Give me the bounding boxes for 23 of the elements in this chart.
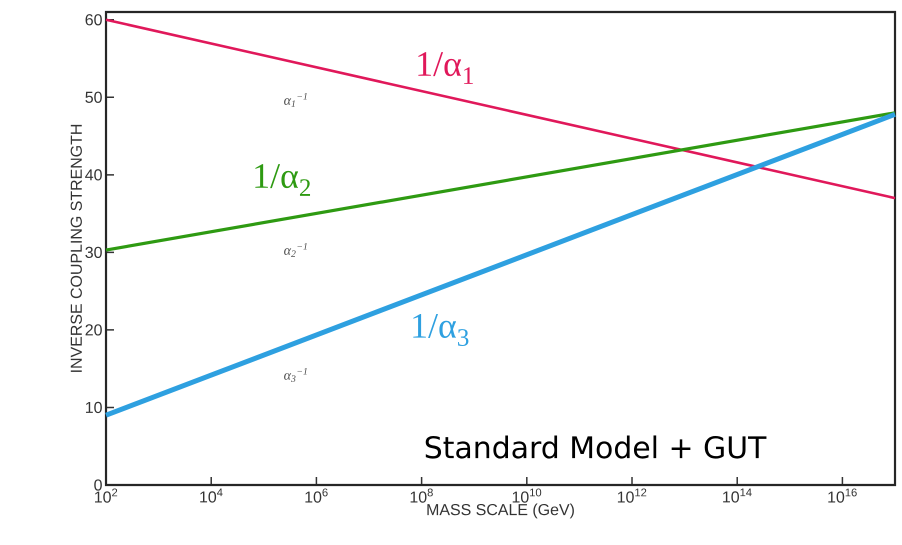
y-tick-label: 40 [85,169,102,180]
y-tick-label: 10 [86,402,102,414]
annotation: α$_{2}$−1 [284,243,307,257]
x-tick-label: 10$^{4}$ [200,488,223,503]
x-tick-label: 10$^{8}$ [410,488,433,503]
x-tick-label: 10$^{14}$ [723,488,752,503]
y-tick-label: 0 [94,479,102,491]
y-axis-title: INVERSE COUPLING STRENGTH [70,124,82,372]
y-tick-label: 50 [85,92,102,103]
series-label: 1/α$_{1}$ [418,52,473,84]
y-tick-label: 30 [85,246,102,258]
x-tick-label: 10$^{6}$ [305,488,328,503]
series-label: 1/α$_{3}$ [413,314,468,346]
x-tick-label: 10$^{10}$ [512,488,542,503]
y-tick-label: 60 [86,14,102,26]
annotation: α$_{1}$−1 [284,93,307,107]
x-axis-title: MASS SCALE (GeV) [427,504,574,518]
y-tick-label: 20 [86,324,102,336]
annotation: Standard Model + GUT [426,435,766,459]
x-tick-label: 10$^{12}$ [618,488,646,503]
x-tick-label: 10$^{16}$ [828,488,857,503]
annotation: α$_{3}$−1 [284,368,307,382]
series-label: 1/α$_{2}$ [255,164,310,196]
